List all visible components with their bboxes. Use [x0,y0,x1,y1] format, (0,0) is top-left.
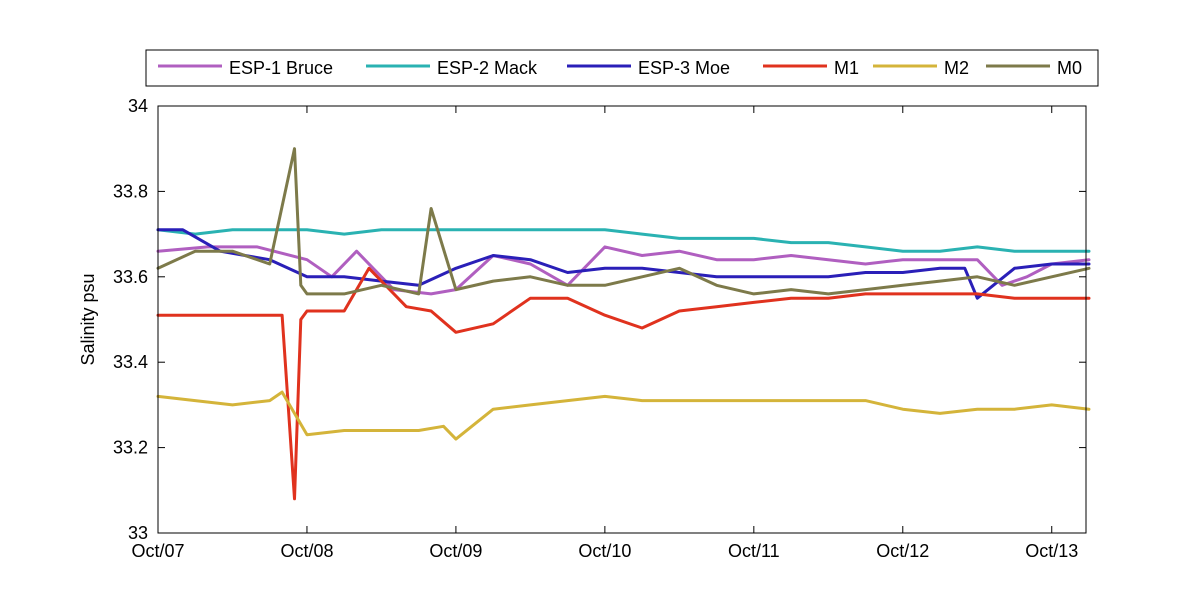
series-line-esp-1-bruce [156,245,1091,296]
legend-label: M0 [1057,58,1082,78]
legend: ESP-1 Bruce ESP-2 Mack ESP-3 Moe M1 M2 M0 [145,49,1099,87]
series-line-m2 [156,390,1091,441]
x-tick-label: Oct/12 [876,541,929,561]
x-tick-label: Oct/13 [1025,541,1078,561]
y-tick-label: 33.4 [113,352,148,372]
series-layer [156,147,1091,501]
plot-frame [157,105,1087,534]
series-line-m0 [156,147,1091,296]
legend-box [145,49,1099,87]
legend-label: M2 [944,58,969,78]
series-line-m1 [156,266,1091,501]
legend-label: M1 [834,58,859,78]
y-axis: 33 33.2 33.4 33.6 33.8 34 [113,96,1086,543]
x-tick-label: Oct/09 [429,541,482,561]
y-tick-label: 34 [128,96,148,116]
x-tick-label: Oct/07 [131,541,184,561]
x-tick-label: Oct/11 [728,541,780,561]
series-line-esp-3-moe [156,228,1091,300]
series-line-esp-2-mack [156,228,1091,253]
x-tick-label: Oct/10 [578,541,631,561]
x-axis: Oct/07 Oct/08 Oct/09 Oct/10 Oct/11 Oct/12 Oct/… [131,106,1078,561]
legend-label: ESP-1 Bruce [229,58,333,78]
legend-label: ESP-2 Mack [437,58,538,78]
x-tick-label: Oct/08 [280,541,333,561]
y-tick-label: 33 [128,523,148,543]
legend-label: ESP-3 Moe [638,58,730,78]
y-tick-label: 33.2 [113,438,148,458]
y-tick-label: 33.8 [113,181,148,201]
y-tick-label: 33.6 [113,267,148,287]
y-axis-label: Salinity psu [78,273,98,365]
